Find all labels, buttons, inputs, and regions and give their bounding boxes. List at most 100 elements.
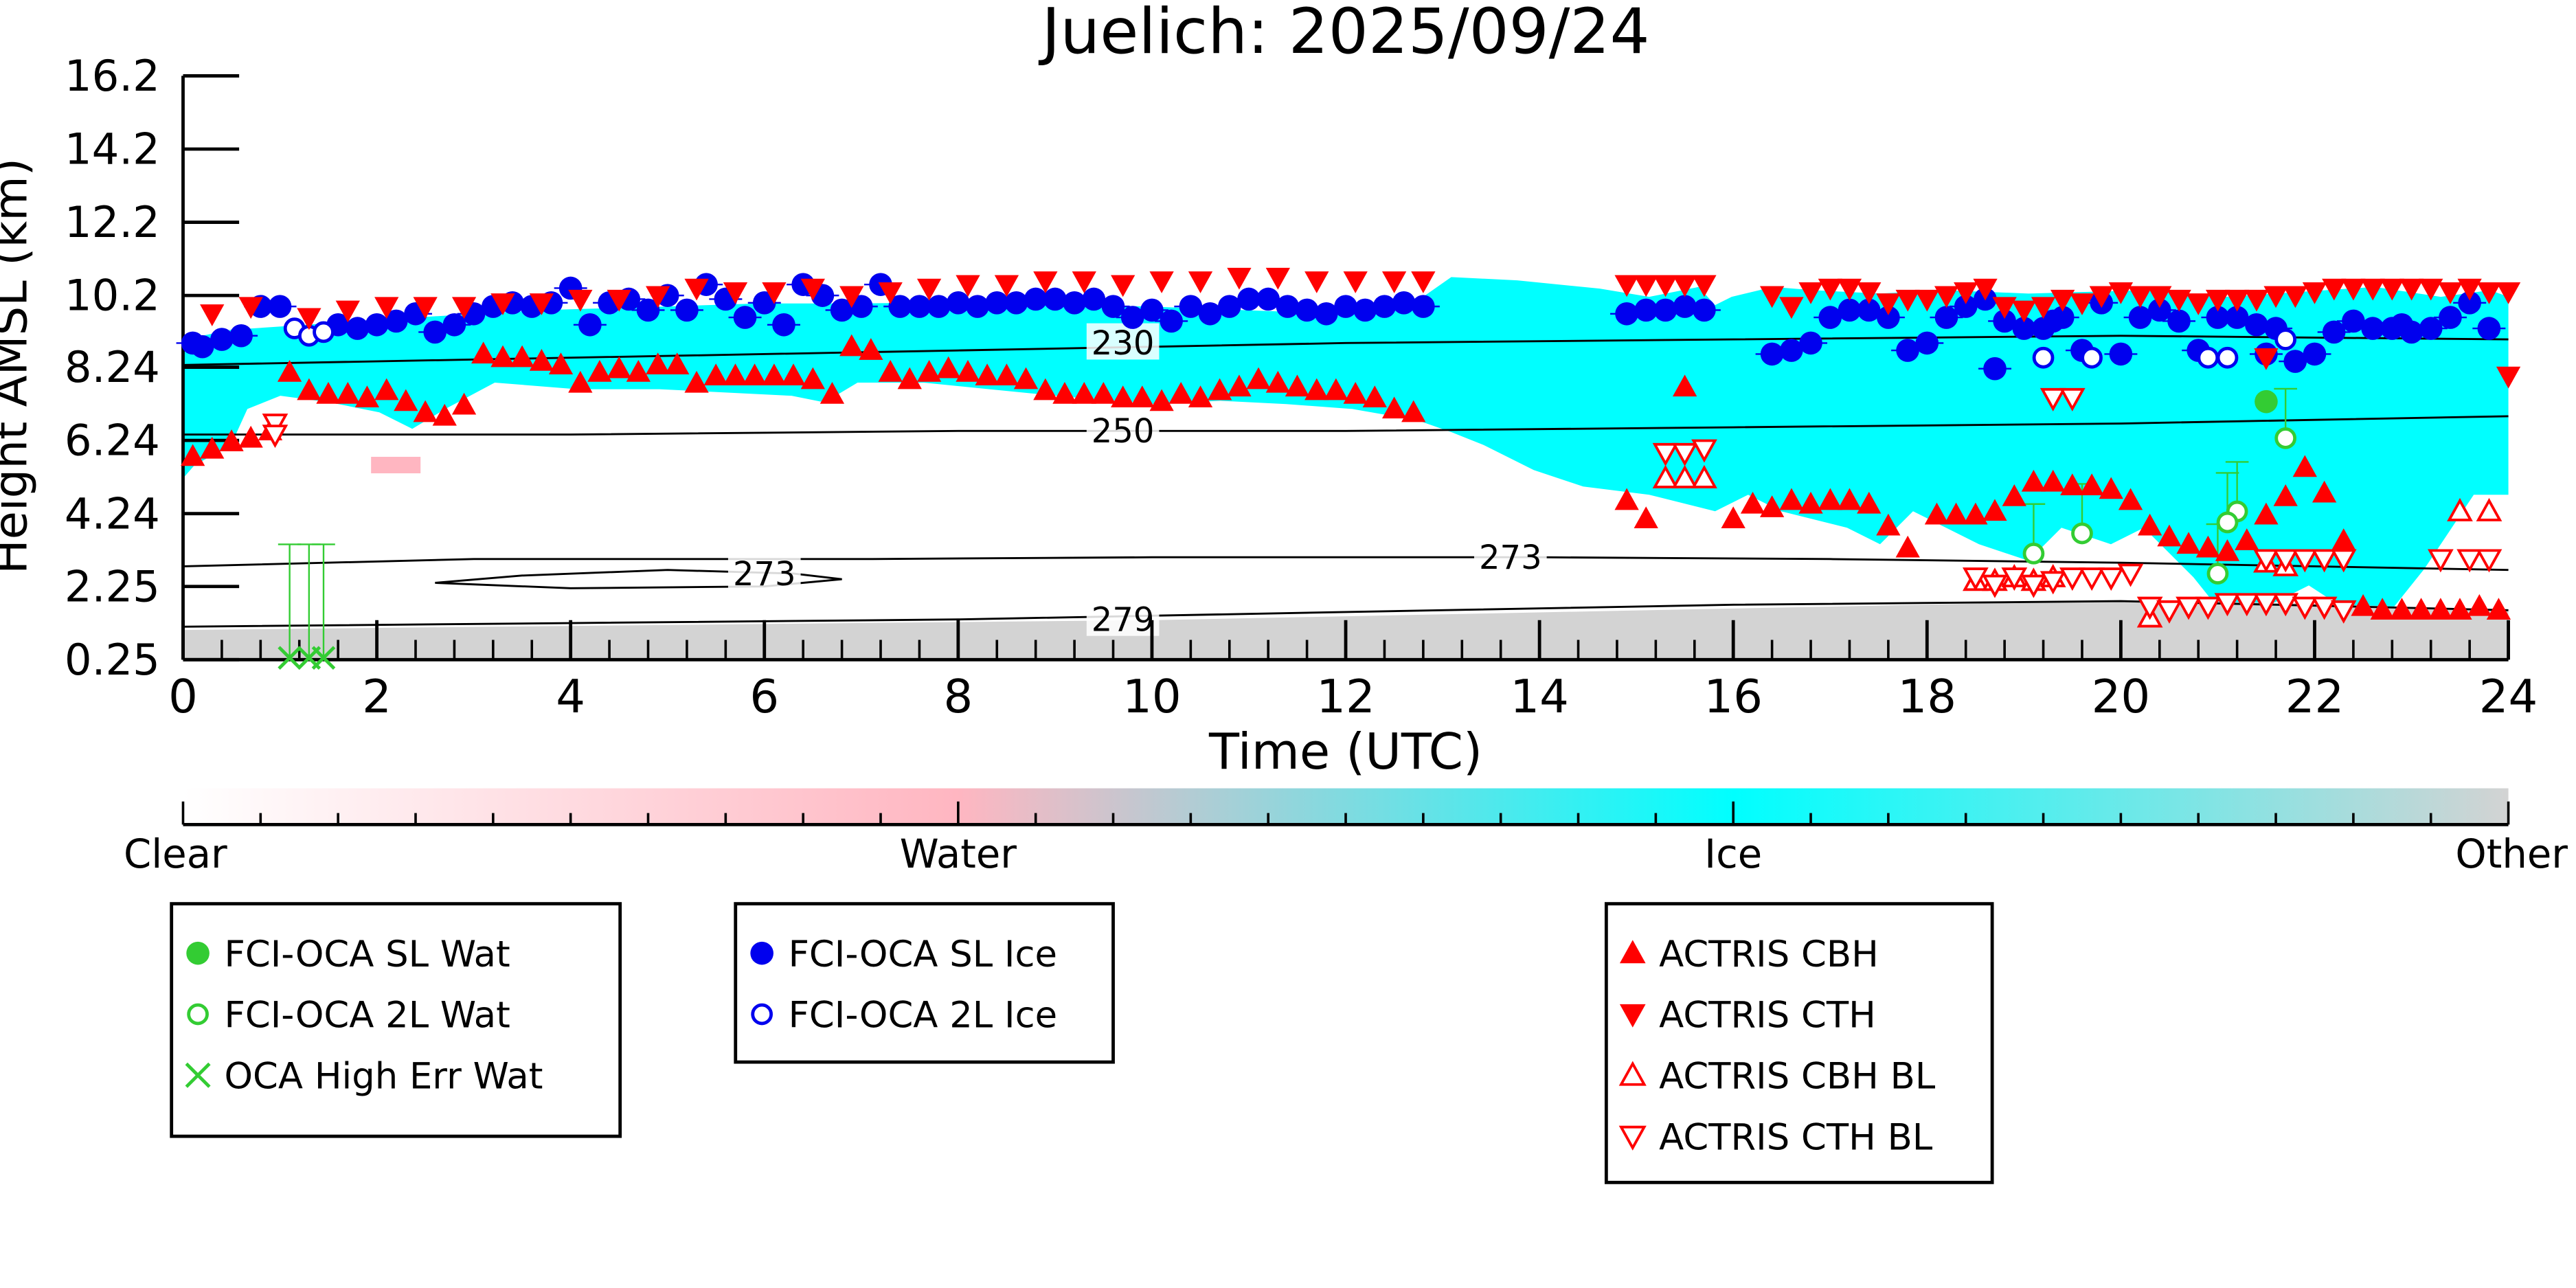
actris-cth-bl-marker	[1982, 574, 2008, 598]
y-tick-label: 10.2	[65, 271, 160, 321]
actris-cbh-marker	[2118, 488, 2143, 510]
actris-cbh-marker	[665, 352, 690, 374]
fci-oca-sl-ice-marker	[1276, 295, 1300, 318]
actris-cth-marker	[956, 275, 980, 297]
actris-cbh-marker	[936, 356, 961, 379]
fci-oca-2l-wat-marker	[2022, 542, 2045, 565]
actris-cth-marker	[878, 282, 903, 304]
actris-cbh-marker	[607, 356, 631, 379]
actris-cbh-marker	[1111, 385, 1136, 407]
actris-cbh-marker	[994, 363, 1019, 386]
actris-cbh-marker	[742, 363, 767, 386]
actris-cbh-marker	[820, 381, 845, 404]
actris-cbh-marker	[2235, 528, 2259, 550]
actris-cth-bl-marker	[2059, 387, 2086, 411]
actris-cth-marker	[335, 300, 360, 323]
actris-cbh-marker	[839, 334, 864, 357]
fci-oca-sl-ice-marker	[2167, 309, 2191, 333]
legend-entry: FCI-OCA 2L Ice	[789, 995, 1058, 1037]
x-tick-label: 4	[556, 670, 585, 723]
actris-cbh-marker	[646, 352, 670, 374]
legend-marker	[185, 1062, 211, 1088]
fci-oca-2l-wat-marker	[2206, 563, 2229, 585]
actris-cbh-marker	[2254, 502, 2279, 525]
actris-cbh-marker	[2428, 598, 2453, 620]
legend-entry: ACTRIS CBH	[1659, 934, 1879, 975]
fci-oca-2l-ice-marker	[2216, 346, 2239, 369]
actris-cth-marker	[762, 282, 787, 304]
actris-cth-marker	[2147, 286, 2172, 308]
actris-cbh-marker	[510, 345, 534, 368]
actris-cth-marker	[1188, 271, 1213, 293]
chart-title: Juelich: 2025/09/24	[1039, 0, 1650, 68]
x-tick-label: 14	[1510, 670, 1569, 723]
actris-cth-bl-marker	[2079, 567, 2105, 591]
actris-cth-marker	[2476, 282, 2502, 304]
actris-cbh-marker	[1265, 370, 1291, 393]
water-cloud-patch	[371, 457, 421, 474]
fci-oca-sl-ice-marker	[1693, 298, 1716, 322]
actris-cbh-marker	[2079, 473, 2104, 495]
fci-oca-sl-ice-marker	[1334, 295, 1357, 318]
legend-box	[170, 902, 622, 1138]
actris-cbh-marker	[1285, 374, 1310, 397]
actris-cth-bl-marker	[2156, 600, 2182, 624]
actris-cth-marker	[2496, 366, 2521, 389]
actris-cbh-marker	[2408, 598, 2434, 620]
colorbar-label: Water	[900, 831, 1017, 877]
legend-marker	[1618, 1125, 1647, 1151]
actris-cbh-marker	[316, 381, 341, 404]
actris-cth-bl-marker	[2311, 549, 2338, 573]
actris-cth-marker	[1857, 282, 1882, 304]
actris-cth-bl-marker	[2476, 549, 2502, 573]
actris-cbh-marker	[2215, 539, 2240, 561]
legend-entry: FCI-OCA 2L Wat	[225, 995, 510, 1037]
actris-cbh-marker	[1759, 495, 1785, 517]
fci-oca-sl-ice-marker	[2342, 309, 2365, 333]
actris-cbh-marker	[1207, 378, 1232, 400]
actris-cbh-marker	[1033, 378, 1058, 400]
actris-cbh-marker	[335, 381, 360, 404]
fci-oca-2l-ice-marker	[2081, 346, 2103, 369]
actris-cbh-marker	[2486, 598, 2511, 620]
x-tick-label: 20	[2092, 670, 2151, 723]
actris-cth-marker	[1973, 278, 1998, 301]
actris-cth-marker	[800, 278, 825, 301]
fci-oca-sl-ice-marker	[2303, 342, 2327, 366]
actris-cbh-marker	[374, 378, 399, 400]
actris-cbh-marker	[219, 429, 244, 451]
actris-cth-bl-marker	[2311, 596, 2338, 620]
fci-oca-sl-ice-marker	[2225, 306, 2249, 329]
actris-cth-marker	[1111, 275, 1136, 297]
x-tick-label: 24	[2479, 670, 2538, 723]
actris-cth-bl-marker	[2272, 593, 2299, 617]
actris-cbh-marker	[2448, 598, 2472, 620]
actris-cbh-marker	[2273, 484, 2298, 506]
contour-label: 250	[1092, 412, 1155, 451]
actris-cbh-marker	[297, 378, 321, 400]
contour-line	[183, 335, 2509, 366]
fci-oca-2l-ice-marker	[2274, 328, 2297, 350]
actris-cbh-marker	[471, 341, 496, 364]
fci-oca-sl-ice-marker	[1353, 298, 1377, 322]
fci-oca-sl-ice-marker	[1372, 295, 1397, 318]
legend-marker	[1619, 1004, 1646, 1028]
fci-oca-sl-ice-marker	[2439, 306, 2462, 329]
actris-cth-marker	[1411, 271, 1436, 293]
actris-cbh-marker	[1052, 381, 1077, 404]
actris-cbh-marker	[1740, 491, 1765, 514]
fci-oca-sl-ice-marker	[636, 298, 660, 322]
actris-cbh-marker	[2099, 477, 2123, 499]
actris-cbh-marker	[781, 363, 806, 386]
actris-cth-marker	[2457, 278, 2482, 301]
colorbar-label: Ice	[1704, 831, 1762, 877]
actris-cth-marker	[2263, 286, 2288, 308]
actris-cbh-marker	[568, 370, 593, 393]
fci-oca-sl-ice-marker	[2041, 309, 2065, 333]
actris-cth-marker	[1072, 271, 1096, 293]
actris-cbh-marker	[1362, 385, 1387, 407]
actris-cbh-marker	[2195, 535, 2221, 558]
fci-oca-sl-ice-marker	[2419, 317, 2443, 340]
fci-oca-sl-ice-marker	[1653, 298, 1677, 322]
